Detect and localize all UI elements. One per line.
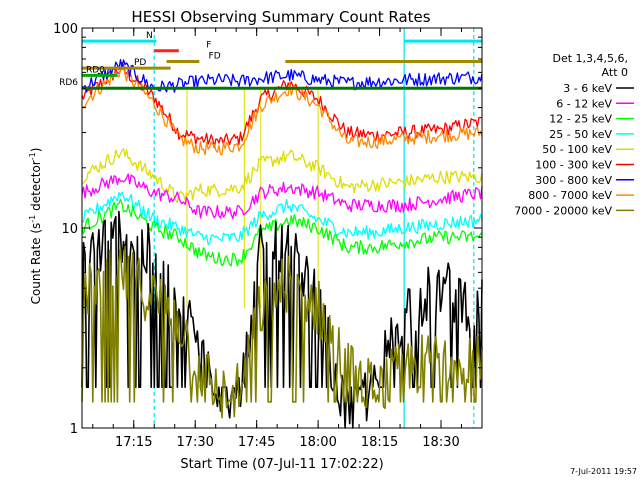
flag-label-0: N [146,31,153,41]
legend-header-line-1: Det 1,3,4,5,6, [552,52,628,65]
legend: Det 1,3,4,5,6, Att 0 3 - 6 keV 6 - 12 keV… [514,52,634,217]
y-tick-label-0: 1 [70,422,78,437]
legend-label-7: 800 - 7000 keV [528,189,612,202]
legend-entries: 3 - 6 keV 6 - 12 keV 12 - 25 keV 25 - 50 ke… [514,82,634,217]
x-tick-label-3: 18:00 [299,435,336,450]
y-axis-title: Count Rate (s-1 detector-1) [28,148,43,305]
legend-label-6: 300 - 800 keV [535,174,612,187]
y-axis-title-sup2: -1 [28,152,37,160]
legend-label-3: 25 - 50 keV [549,128,612,141]
series-line-8 [81,245,483,419]
series-0 [81,210,483,429]
y-axis-title-main: Count Rate (s [29,223,43,305]
legend-label-4: 50 - 100 keV [542,143,612,156]
series-1 [81,173,483,220]
x-tick-label-0: 17:15 [115,435,152,450]
x-tick-label-5: 18:30 [422,435,459,450]
x-tick-label-1: 17:30 [176,435,213,450]
series-7 [81,67,483,156]
y-axis-title-mid: detector [29,160,43,215]
x-axis-title: Start Time (07-Jul-11 17:02:22) [180,457,383,472]
x-tick-label-4: 18:15 [361,435,398,450]
series-8 [81,245,483,419]
flag-label-3: PD [134,58,146,68]
legend-label-8: 7000 - 20000 keV [514,204,612,217]
legend-label-0: 3 - 6 keV [563,82,612,95]
flag-bars: N FFD PD RD0 RD6 [59,31,482,90]
y-axis-title-end: ) [29,148,43,153]
y-tick-label-1: 10 [61,222,78,237]
y-tick-label-2: 100 [53,22,78,37]
series-line-0 [81,210,483,429]
series-layer [81,59,483,429]
y-axis-title-sup1: -1 [28,215,37,223]
series-line-3 [81,191,483,246]
series-3 [81,191,483,246]
series-line-1 [81,173,483,220]
chart-title: HESSI Observing Summary Count Rates [131,8,430,26]
flag-label-2: FD [209,51,221,61]
series-line-4 [81,148,483,204]
flag-label-5: RD6 [59,78,78,88]
legend-label-5: 100 - 300 keV [535,159,612,172]
legend-header-line-2: Att 0 [602,66,628,79]
series-line-7 [81,67,483,156]
timestamp: 7-Jul-2011 19:57 [570,467,637,476]
legend-label-2: 12 - 25 keV [549,113,612,126]
x-tick-label-2: 17:45 [238,435,275,450]
flag-label-4: RD0 [86,65,105,75]
legend-label-1: 6 - 12 keV [556,97,612,110]
axes: 1 10 100 17:15 17:30 17:45 18:00 18:15 18:30 [53,22,483,450]
flag-label-1: F [206,41,211,51]
series-4 [81,148,483,204]
